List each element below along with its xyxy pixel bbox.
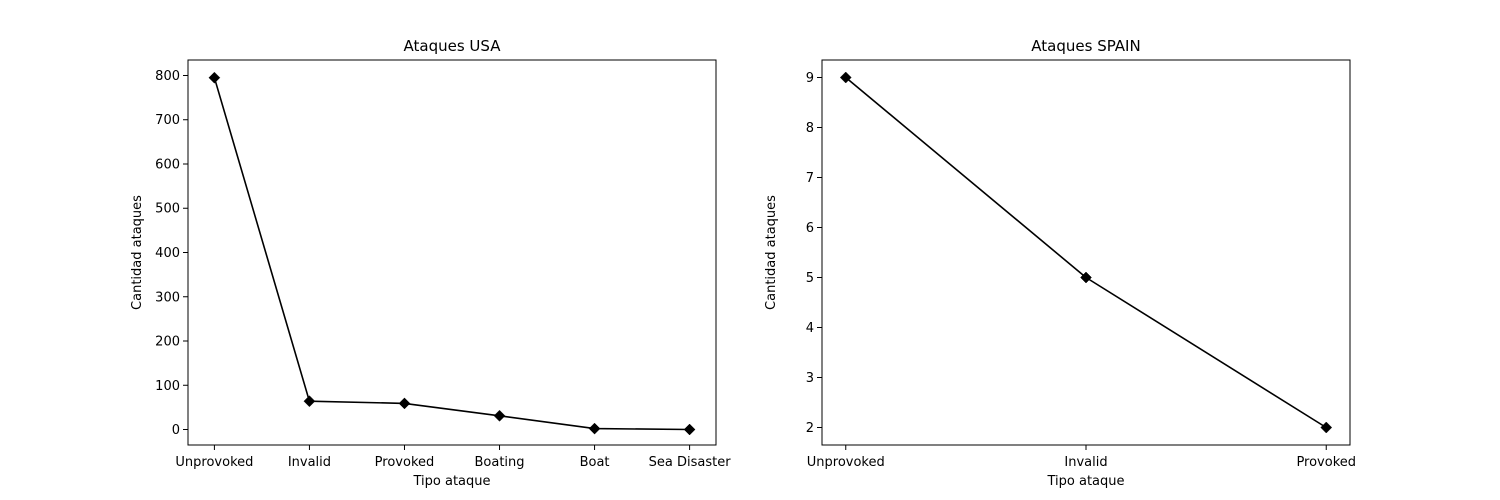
x-tick-label: Invalid (1064, 455, 1107, 470)
x-tick-label: Provoked (375, 455, 435, 470)
y-tick-label: 700 (155, 113, 180, 128)
y-tick-label: 6 (806, 221, 814, 236)
y-tick-label: 4 (806, 321, 814, 336)
data-point (303, 395, 316, 408)
x-tick-label: Boating (474, 455, 524, 470)
chart-title: Ataques SPAIN (1031, 37, 1140, 55)
y-tick-label: 400 (155, 246, 180, 261)
y-tick-label: 2 (806, 421, 814, 436)
data-point (1320, 421, 1333, 434)
series-line (213, 77, 690, 431)
y-tick-label: 5 (806, 271, 814, 286)
y-tick-label: 500 (155, 202, 180, 217)
data-point (588, 422, 601, 435)
data-point (839, 71, 852, 84)
y-tick-label: 300 (155, 290, 180, 305)
data-point (398, 397, 411, 410)
x-tick-label: Invalid (288, 455, 331, 470)
y-tick-label: 0 (172, 423, 180, 438)
x-tick-label: Boat (580, 455, 610, 470)
x-tick-label: Unprovoked (807, 455, 885, 470)
data-point (1080, 271, 1092, 284)
y-tick-label: 3 (806, 371, 814, 386)
y-tick-label: 100 (155, 379, 180, 394)
data-point (493, 409, 506, 422)
y-axis-label: Cantidad ataques (764, 195, 779, 310)
plot-frame (187, 59, 717, 446)
y-tick-label: 8 (806, 121, 814, 136)
chart-title: Ataques USA (404, 37, 502, 55)
x-axis-label: Tipo ataque (1046, 474, 1124, 489)
x-tick-label: Provoked (1296, 455, 1356, 470)
y-tick-label: 600 (155, 157, 180, 172)
series-line (845, 76, 1327, 429)
plot-frame (821, 59, 1351, 446)
x-axis-label: Tipo ataque (412, 474, 490, 489)
chart-usa: Ataques USA Tipo ataque Cantidad ataques… (130, 37, 731, 489)
x-tick-label: Sea Disaster (649, 455, 732, 470)
data-point (208, 71, 221, 84)
y-axis-label: Cantidad ataques (130, 195, 145, 310)
y-tick-label: 7 (806, 171, 814, 186)
y-tick-label: 200 (155, 335, 180, 350)
x-tick-label: Unprovoked (175, 455, 253, 470)
data-point (683, 423, 696, 436)
chart-spain: Ataques SPAIN Tipo ataque Cantidad ataqu… (764, 37, 1356, 489)
y-tick-label: 9 (806, 71, 814, 86)
y-tick-label: 800 (155, 69, 180, 84)
